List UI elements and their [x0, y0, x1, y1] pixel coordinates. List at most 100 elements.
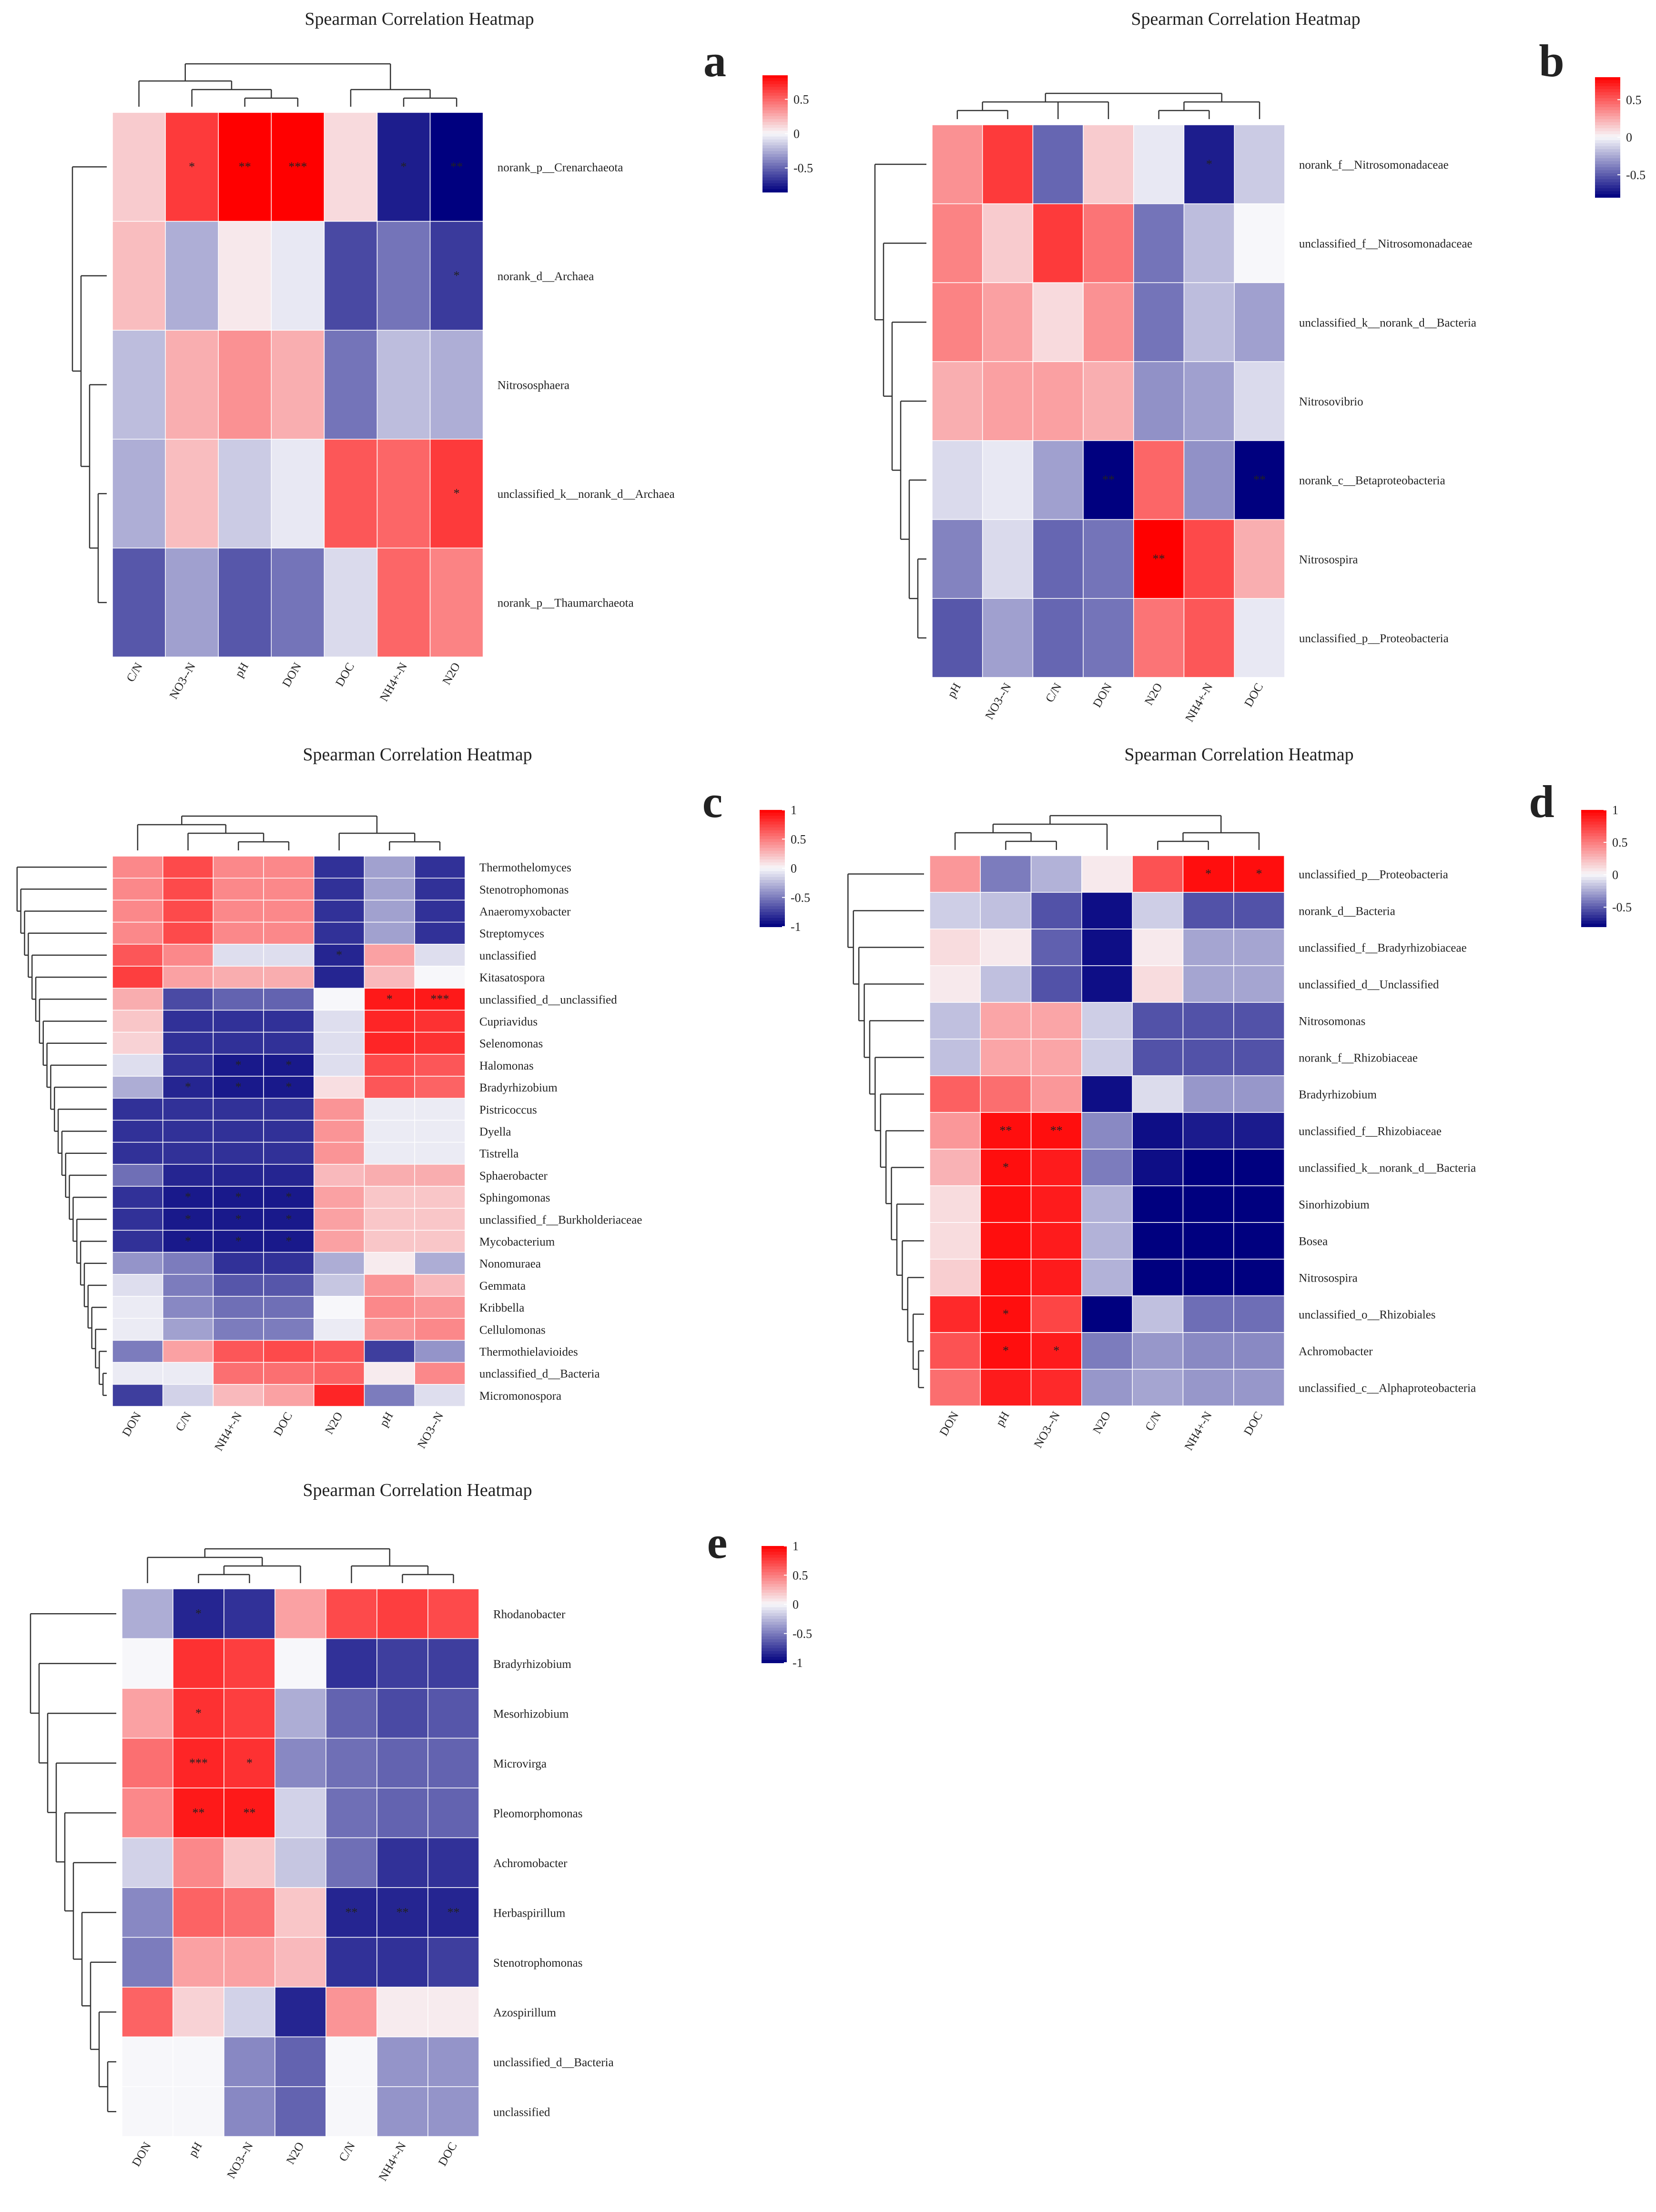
significance-mark: * — [246, 1756, 253, 1770]
heatmap-cell — [1081, 1039, 1133, 1076]
heatmap-cell — [929, 1295, 981, 1333]
heatmap-cell — [1030, 892, 1082, 929]
legend-gradient-step — [1595, 149, 1620, 153]
heatmap-cell — [213, 1362, 264, 1385]
heatmap-cell — [1182, 855, 1234, 893]
heatmap-cell — [980, 1039, 1032, 1076]
heatmap-cell — [376, 1887, 428, 1938]
heatmap-cell — [414, 1141, 466, 1165]
heatmap-cell — [364, 1230, 415, 1253]
heatmap-cell — [1030, 1039, 1082, 1076]
heatmap-cell — [274, 1638, 326, 1689]
heatmap-cell — [1030, 1369, 1082, 1406]
heatmap-cell — [1234, 598, 1285, 678]
row-label: unclassified_f__Burkholderiaceae — [479, 1213, 642, 1226]
heatmap-cell — [1030, 1075, 1082, 1113]
heatmap-cell — [224, 2086, 275, 2137]
heatmap-cell — [122, 1688, 173, 1739]
significance-mark: *** — [189, 1756, 208, 1770]
heatmap-cell — [314, 899, 365, 923]
heatmap-cell — [213, 1208, 264, 1231]
heatmap-cell — [162, 1141, 214, 1165]
legend-gradient-step — [762, 119, 788, 122]
heatmap-cell — [122, 1788, 173, 1838]
legend-gradient-step — [1581, 883, 1606, 887]
panel-letter: d — [1529, 776, 1554, 827]
heatmap-cell — [325, 2086, 377, 2137]
heatmap-cell — [271, 547, 325, 657]
heatmap-cell — [929, 1039, 981, 1076]
legend-tick-label: 1 — [792, 1539, 799, 1553]
row-label: norank_d__Archaea — [498, 270, 594, 283]
heatmap-cell — [263, 988, 315, 1011]
legend-gradient-step — [1581, 920, 1606, 924]
legend-gradient-step — [762, 1622, 787, 1626]
heatmap-cell — [1081, 1369, 1133, 1406]
legend-gradient-step — [762, 1625, 787, 1628]
heatmap-cell — [427, 2036, 479, 2087]
legend-gradient-step — [762, 1654, 787, 1657]
significance-mark: * — [386, 992, 393, 1006]
legend-tick-label: 1 — [791, 803, 797, 817]
legend-gradient-step — [762, 1633, 787, 1637]
heatmap-cell — [112, 988, 163, 1011]
heatmap-cell — [1081, 1002, 1133, 1040]
heatmap-cell — [980, 1112, 1032, 1150]
heatmap-cell — [224, 1887, 275, 1938]
heatmap-cell — [929, 965, 981, 1003]
row-label: unclassified_k__norank_d__Archaea — [498, 488, 675, 501]
row-label: Nitrosovibrio — [1299, 395, 1363, 408]
heatmap-cell — [1081, 1185, 1133, 1223]
heatmap-cell — [980, 1222, 1032, 1260]
heatmap-cell — [263, 1098, 315, 1121]
legend-gradient-step — [762, 1619, 787, 1623]
row-label: Bradyrhizobium — [493, 1658, 571, 1671]
legend-gradient-step — [760, 821, 785, 825]
heatmap-cell — [1081, 965, 1133, 1003]
significance-mark: ** — [345, 1905, 358, 1919]
heatmap-cell — [364, 1186, 415, 1209]
legend-gradient-step — [760, 883, 785, 887]
heatmap-cell — [414, 966, 466, 989]
heatmap-cell — [112, 1318, 163, 1341]
row-label: Kribbella — [479, 1302, 524, 1314]
legend-tick-label: 0.5 — [791, 832, 806, 846]
legend-gradient-step — [762, 1569, 787, 1573]
row-label: unclassified_p__Proteobacteria — [1299, 632, 1449, 645]
legend-gradient-step — [762, 1581, 787, 1585]
color-legend: 0.5 0 -0.5 — [762, 75, 813, 192]
heatmap-cell — [364, 1318, 415, 1341]
heatmap-cell — [213, 1120, 264, 1143]
heatmap-cell — [218, 221, 272, 331]
legend-gradient-step — [762, 116, 788, 120]
heatmap-cell — [1081, 1332, 1133, 1370]
heatmap-cell — [165, 547, 219, 657]
legend-gradient-step — [760, 850, 785, 854]
legend-gradient-step — [1581, 827, 1606, 831]
legend-gradient-step — [762, 107, 788, 111]
legend-gradient-step — [760, 857, 785, 860]
heatmap-cell — [1032, 361, 1084, 441]
heatmap-cell — [1132, 1185, 1184, 1223]
legend-gradient-step — [1581, 903, 1606, 907]
heatmap-cell — [1132, 1369, 1184, 1406]
heatmap-cell — [1030, 1259, 1082, 1296]
legend-gradient-step — [762, 1598, 787, 1602]
heatmap-cell — [929, 855, 981, 893]
legend-gradient-step — [760, 915, 785, 919]
heatmap-cell — [1083, 519, 1134, 599]
heatmap-cell — [1182, 929, 1234, 966]
legend-gradient-step — [762, 95, 788, 99]
significance-mark: * — [1003, 1307, 1009, 1321]
row-label: unclassified_f__Nitrosomonadaceae — [1299, 238, 1473, 251]
legend-gradient-step — [762, 1627, 787, 1631]
heatmap-cell — [929, 1185, 981, 1223]
heatmap-cell — [263, 1010, 315, 1033]
significance-mark: ** — [1102, 473, 1115, 487]
legend-gradient-step — [762, 110, 788, 114]
heatmap-cell — [427, 1937, 479, 1988]
legend-gradient-step — [760, 839, 785, 843]
row-label: norank_p__Crenarchaeota — [498, 161, 623, 174]
row-label: Pleomorphomonas — [493, 1807, 583, 1820]
legend-gradient-step — [760, 810, 785, 814]
